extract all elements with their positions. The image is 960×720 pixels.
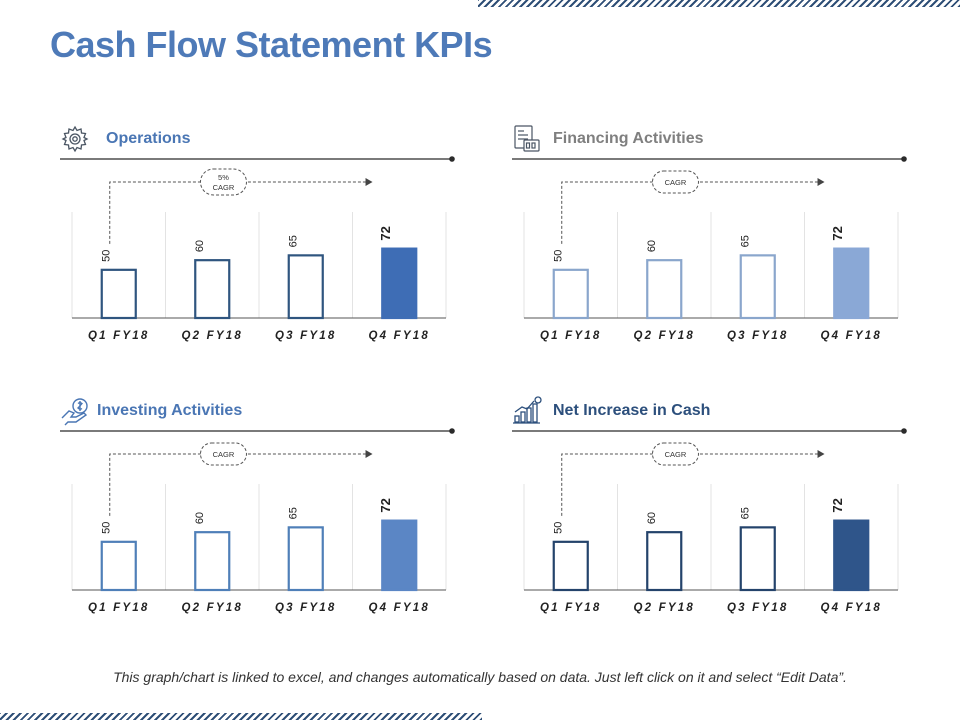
top-hatch-decoration: [478, 0, 960, 7]
net-increase-in-cash-panel: Net Increase in Cash 50 Q1 FY18 60 Q2 FY18 6…: [512, 396, 912, 626]
data-label: 72: [378, 498, 393, 512]
investing-activities-title: Investing Activities: [97, 402, 243, 419]
header-rule-dot: [449, 428, 455, 434]
data-label: 50: [101, 250, 113, 262]
footnote: This graph/chart is linked to excel, and…: [113, 669, 847, 685]
data-label: 72: [830, 226, 845, 240]
category-label: Q1 FY18: [540, 330, 601, 342]
bar-q3-fy18: [739, 254, 776, 320]
financing-activities-title: Financing Activities: [553, 130, 704, 147]
cagr-label: CAGR: [213, 183, 235, 192]
category-label: Q4 FY18: [821, 330, 882, 342]
category-label: Q1 FY18: [88, 602, 149, 614]
cagr-arrow-line: [561, 453, 819, 516]
category-label: Q2 FY18: [182, 330, 243, 342]
gear-icon: [60, 124, 90, 154]
financing-activities-panel: Financing Activities 50 Q1 FY18 60 Q2 FY18 6…: [512, 124, 912, 354]
bar-q1-fy18: [552, 540, 589, 592]
operations-chart: 50 Q1 FY18 60 Q2 FY18 65 Q3 FY18 72 Q4 FY18 5%CA…: [60, 156, 455, 342]
investing-activities-panel: Investing Activities 50 Q1 FY18 60 Q2 FY18 6…: [60, 396, 460, 626]
data-label: 65: [740, 235, 752, 247]
data-label: 60: [646, 240, 658, 252]
bar-q4-fy18: [381, 519, 418, 592]
data-label: 72: [378, 226, 393, 240]
category-label: Q2 FY18: [182, 602, 243, 614]
data-label: 60: [194, 512, 206, 524]
data-label: 60: [646, 512, 658, 524]
bar-q4-fy18: [833, 519, 870, 592]
bar-q3-fy18: [287, 526, 324, 592]
cagr-badge: [199, 168, 247, 196]
bar-q1-fy18: [552, 268, 589, 320]
cagr-badge: [651, 170, 699, 194]
bar-q2-fy18: [194, 259, 231, 320]
cagr-arrowhead: [817, 178, 825, 186]
cagr-arrowhead: [365, 178, 373, 186]
category-label: Q1 FY18: [88, 330, 149, 342]
net-increase-in-cash-chart: 50 Q1 FY18 60 Q2 FY18 65 Q3 FY18 72 Q4 FY18 CAGR: [512, 428, 907, 614]
category-label: Q4 FY18: [821, 602, 882, 614]
category-label: Q2 FY18: [634, 602, 695, 614]
data-label: 65: [740, 507, 752, 519]
category-label: Q4 FY18: [369, 330, 430, 342]
cagr-arrowhead: [817, 450, 825, 458]
cagr-badge: [651, 442, 699, 466]
category-label: Q1 FY18: [540, 602, 601, 614]
bar-q4-fy18: [381, 247, 418, 320]
bar-q4-fy18: [833, 247, 870, 320]
bottom-hatch-decoration: [0, 713, 482, 720]
bar-q1-fy18: [100, 540, 137, 592]
financing-activities-chart: 50 Q1 FY18 60 Q2 FY18 65 Q3 FY18 72 Q4 FY18 CAGR: [512, 156, 907, 342]
category-label: Q3 FY18: [727, 602, 788, 614]
header-rule-dot: [901, 428, 907, 434]
data-label: 50: [553, 522, 565, 534]
cagr-arrow-line: [109, 453, 367, 516]
bar-q2-fy18: [194, 531, 231, 592]
cagr-arrow-line: [561, 181, 819, 244]
bar-q2-fy18: [646, 531, 683, 592]
growth-chart-icon: [512, 396, 542, 426]
data-label: 60: [194, 240, 206, 252]
cagr-arrowhead: [365, 450, 373, 458]
header-rule-dot: [449, 156, 455, 162]
data-label: 50: [553, 250, 565, 262]
category-label: Q2 FY18: [634, 330, 695, 342]
bar-q3-fy18: [287, 254, 324, 320]
category-label: Q3 FY18: [727, 330, 788, 342]
data-label: 50: [101, 522, 113, 534]
data-label: 72: [830, 498, 845, 512]
page-title: Cash Flow Statement KPIs: [50, 24, 493, 65]
cagr-badge: [199, 442, 247, 466]
operations-title: Operations: [106, 130, 191, 147]
bar-q1-fy18: [100, 268, 137, 320]
cagr-arrow-line: [109, 181, 367, 244]
bar-q2-fy18: [646, 259, 683, 320]
cagr-label: CAGR: [665, 450, 687, 459]
investing-activities-chart: 50 Q1 FY18 60 Q2 FY18 65 Q3 FY18 72 Q4 FY18 CAGR: [60, 428, 455, 614]
net-increase-in-cash-title: Net Increase in Cash: [553, 402, 711, 419]
category-label: Q4 FY18: [369, 602, 430, 614]
cagr-label: CAGR: [665, 178, 687, 187]
document-icon: [512, 124, 542, 154]
operations-panel: Operations 50 Q1 FY18 60 Q2 FY18 65 Q3 FY18 72…: [60, 124, 460, 354]
cagr-label: 5%: [218, 173, 229, 182]
header-rule-dot: [901, 156, 907, 162]
data-label: 65: [288, 507, 300, 519]
bar-q3-fy18: [739, 526, 776, 592]
category-label: Q3 FY18: [275, 330, 336, 342]
money-hand-icon: [60, 396, 90, 426]
category-label: Q3 FY18: [275, 602, 336, 614]
cagr-label: CAGR: [213, 450, 235, 459]
data-label: 65: [288, 235, 300, 247]
